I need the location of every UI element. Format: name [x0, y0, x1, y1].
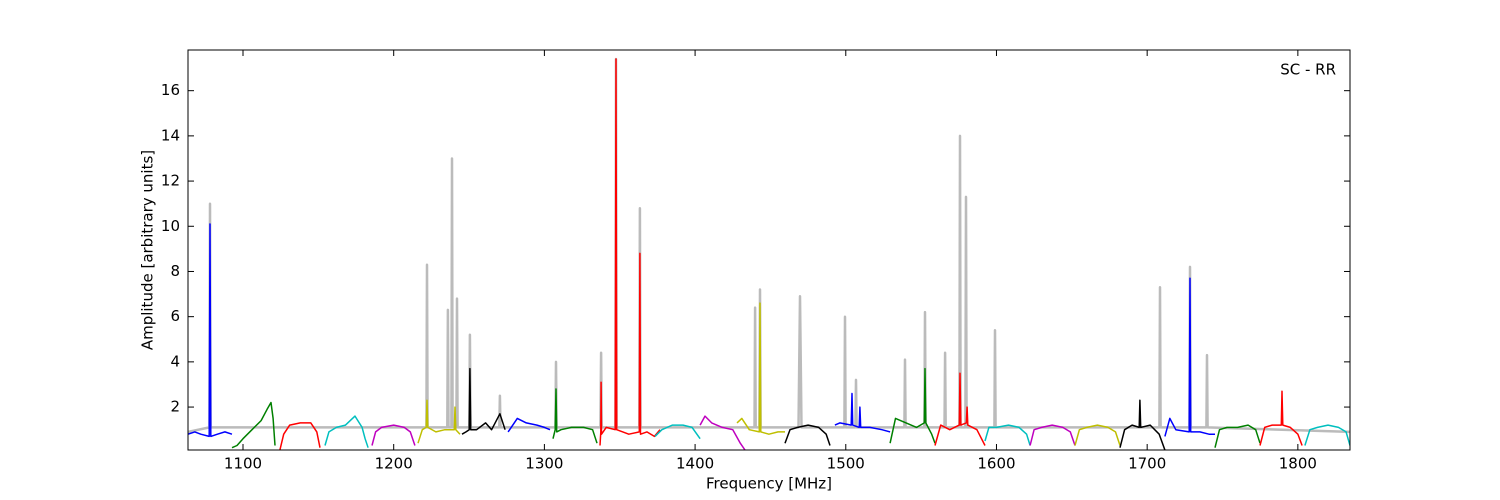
x-tick-label: 1300 [525, 455, 563, 473]
spectrum-line [1214, 424, 1261, 448]
spectrum-line [599, 58, 661, 446]
spectrum-line [324, 415, 369, 448]
y-tick-label: 8 [170, 262, 180, 280]
spectrum-line [1029, 424, 1076, 446]
x-tick-label: 1600 [977, 455, 1015, 473]
x-tick-label: 1500 [827, 455, 865, 473]
spectrum-line [784, 424, 831, 446]
spectrum-line [1119, 399, 1166, 450]
x-tick-label: 1800 [1279, 455, 1317, 473]
spectrum-line [736, 302, 785, 435]
x-tick-label: 1200 [375, 455, 413, 473]
spectrum-line [699, 415, 746, 450]
spectrum-line [984, 424, 1031, 446]
plot-lines [188, 57, 1350, 450]
spectrum-line [507, 417, 551, 433]
y-tick-label: 12 [161, 172, 180, 190]
spectrum-line [1304, 424, 1350, 446]
spectrum-line [1074, 424, 1121, 446]
spectrum-line [934, 372, 986, 446]
y-tick-label: 6 [170, 307, 180, 325]
spectrum-line [1164, 277, 1215, 437]
spectrum-line [188, 57, 1350, 434]
y-tick-label: 14 [161, 126, 180, 144]
y-tick-label: 16 [161, 81, 180, 99]
spectrum-line [231, 401, 276, 449]
y-tick-label: 10 [161, 217, 180, 235]
spectrum-line [417, 399, 461, 444]
spectrum-line [461, 367, 506, 435]
y-tick-label: 4 [170, 352, 180, 370]
spectrum-line [371, 424, 416, 446]
x-tick-label: 1400 [676, 455, 714, 473]
spectrum-line [188, 223, 233, 438]
x-tick-label: 1100 [224, 455, 262, 473]
spectrum-line [834, 392, 891, 433]
x-tick-label: 1700 [1128, 455, 1166, 473]
x-axis-label: Frequency [MHz] [706, 475, 832, 493]
y-tick-label: 2 [170, 398, 180, 416]
plot-frame [187, 49, 1351, 451]
spectrum-line [1259, 390, 1303, 446]
spectrum-line [654, 424, 701, 440]
spectrum-line [552, 388, 598, 444]
spectrum-line [889, 367, 936, 444]
spectrum-line [279, 422, 321, 450]
y-axis-label: Amplitude [arbitrary units] [139, 150, 157, 350]
annotation: SC - RR [1280, 61, 1336, 79]
